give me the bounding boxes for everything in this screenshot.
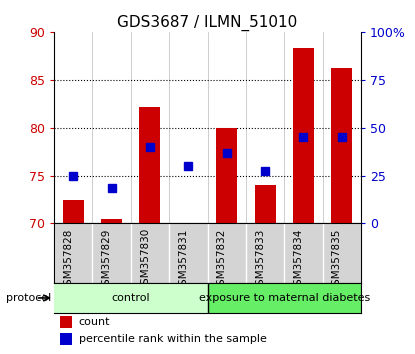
Text: GSM357830: GSM357830 — [140, 228, 150, 291]
Bar — [254, 185, 276, 223]
Text: control: control — [111, 293, 150, 303]
Text: GSM357832: GSM357832 — [217, 228, 227, 292]
Bar — [216, 128, 237, 223]
Bar — [63, 200, 84, 223]
Bar — [139, 107, 161, 223]
Bar — [293, 48, 314, 223]
Bar — [331, 68, 352, 223]
Bar — [54, 283, 208, 313]
Text: GSM357834: GSM357834 — [293, 228, 303, 292]
Title: GDS3687 / ILMN_51010: GDS3687 / ILMN_51010 — [117, 14, 298, 30]
Text: percentile rank within the sample: percentile rank within the sample — [78, 335, 266, 344]
Text: GSM357831: GSM357831 — [178, 228, 188, 292]
Text: exposure to maternal diabetes: exposure to maternal diabetes — [199, 293, 370, 303]
Bar — [208, 283, 361, 313]
Text: GSM357829: GSM357829 — [102, 228, 112, 292]
Bar — [101, 219, 122, 223]
Bar — [60, 316, 72, 328]
Text: GSM357828: GSM357828 — [63, 228, 73, 292]
Bar — [60, 333, 72, 345]
Text: GSM357833: GSM357833 — [255, 228, 265, 292]
Text: count: count — [78, 318, 110, 327]
Text: GSM357835: GSM357835 — [332, 228, 342, 292]
Text: protocol: protocol — [6, 293, 51, 303]
